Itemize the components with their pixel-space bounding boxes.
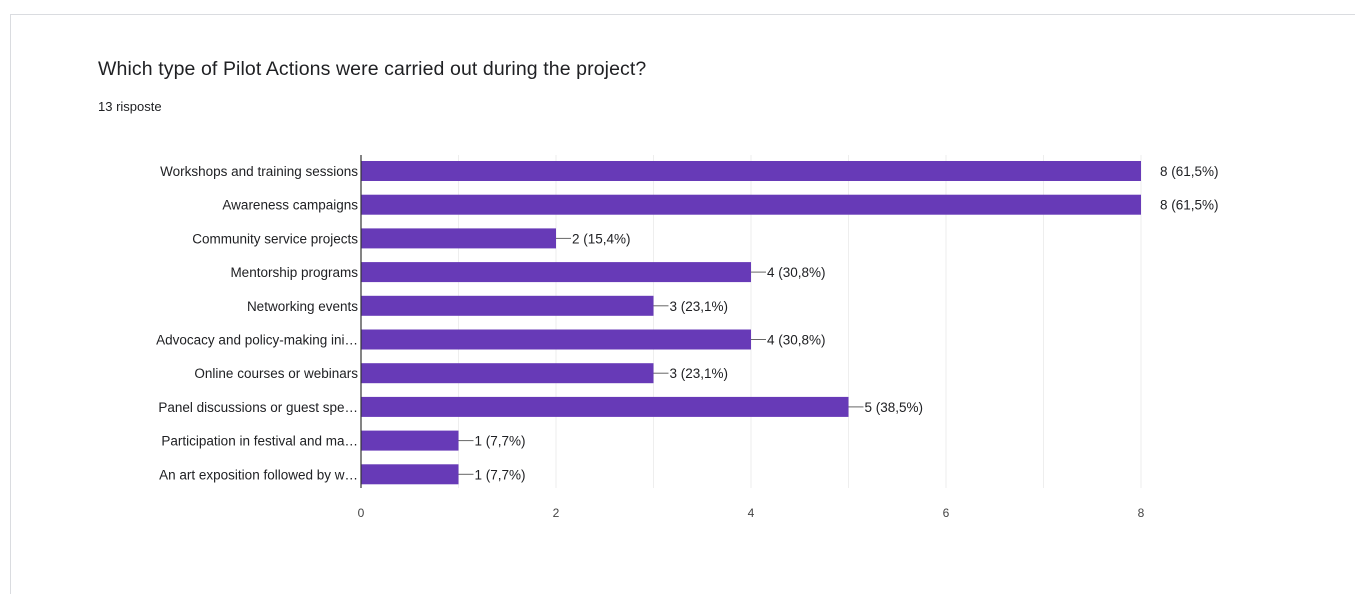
category-label: Online courses or webinars (194, 366, 358, 381)
x-tick-label: 6 (943, 506, 950, 520)
category-label: Community service projects (192, 231, 358, 246)
value-label: 8 (61,5%) (1160, 164, 1219, 179)
bar (361, 430, 459, 451)
category-label: Panel discussions or guest spe… (158, 400, 358, 415)
value-label: 3 (23,1%) (670, 299, 729, 314)
response-count: 13 risposte (98, 99, 162, 114)
bar (361, 363, 654, 384)
axis: 0 2 4 6 8 (358, 155, 1145, 520)
chart-card (10, 14, 1355, 594)
bar-chart: 0 2 4 6 8 Workshops and training sessions 8 (… (156, 155, 1219, 520)
bar (361, 194, 1141, 215)
x-tick-label: 0 (358, 506, 365, 520)
labels: Workshops and training sessions 8 (61,5%)… (156, 164, 1218, 482)
bar (361, 464, 459, 485)
bars (361, 161, 1141, 485)
bar (361, 396, 849, 417)
category-label: Participation in festival and ma… (161, 434, 358, 449)
value-label: 8 (61,5%) (1160, 198, 1219, 213)
value-label: 1 (7,7%) (475, 434, 526, 449)
category-label: Networking events (247, 299, 358, 314)
x-tick-label: 8 (1138, 506, 1145, 520)
bar (361, 161, 1141, 181)
category-label: Mentorship programs (230, 265, 358, 280)
bar (361, 228, 556, 249)
value-label: 4 (30,8%) (767, 333, 826, 348)
x-tick-label: 4 (748, 506, 755, 520)
value-label: 2 (15,4%) (572, 231, 631, 246)
category-label: Awareness campaigns (222, 198, 358, 213)
bar (361, 295, 654, 316)
category-label: An art exposition followed by w… (159, 467, 358, 482)
bar (361, 262, 751, 283)
x-tick-label: 2 (553, 506, 560, 520)
bar (361, 329, 751, 350)
chart-title: Which type of Pilot Actions were carried… (98, 58, 647, 80)
value-label: 4 (30,8%) (767, 265, 826, 280)
value-label: 1 (7,7%) (475, 467, 526, 482)
value-label: 3 (23,1%) (670, 366, 729, 381)
category-label: Advocacy and policy-making ini… (156, 333, 358, 348)
value-label: 5 (38,5%) (865, 400, 924, 415)
category-label: Workshops and training sessions (160, 164, 358, 179)
